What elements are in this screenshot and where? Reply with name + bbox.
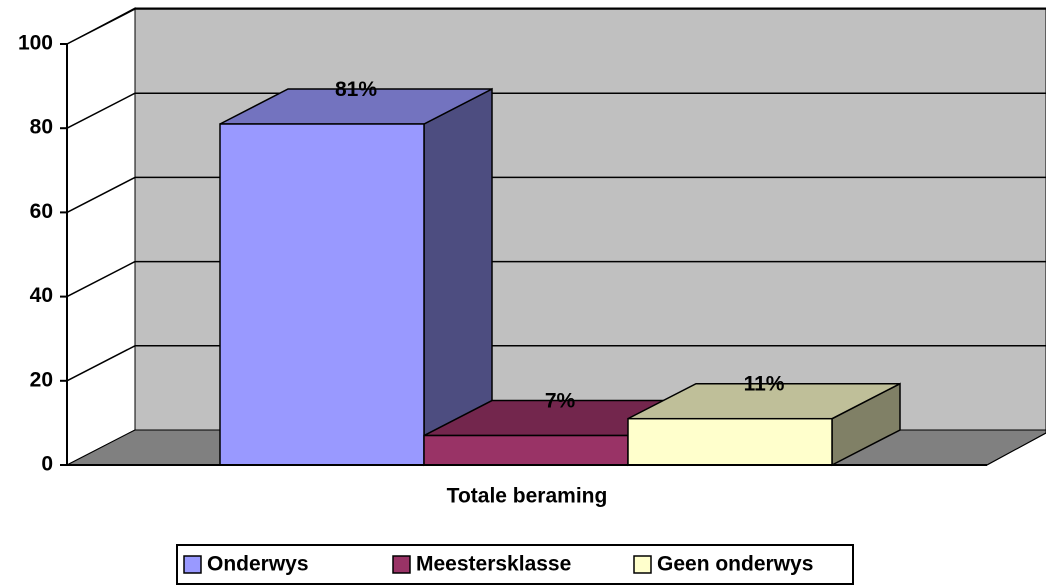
grid-line-side (66, 176, 136, 214)
category-label: Totale beraming (447, 485, 608, 508)
data-label: 7% (545, 390, 576, 413)
grid-line-side (66, 345, 136, 382)
y-tick-label: 40 (30, 284, 53, 307)
y-tick-label: 60 (30, 200, 53, 223)
data-label: 81% (335, 78, 377, 101)
side-wall (66, 7, 136, 466)
bar (423, 434, 629, 466)
grid-line-side (66, 92, 136, 129)
bar (627, 417, 833, 466)
legend-swatch (633, 555, 652, 574)
legend-swatch (392, 555, 411, 574)
data-label: 11% (744, 373, 785, 396)
x-axis-depth (986, 432, 1046, 466)
grid-line-side (66, 8, 136, 45)
legend-label: Onderwys (207, 553, 309, 576)
y-tick-label: 100 (18, 32, 53, 55)
legend (176, 544, 854, 585)
legend-items: Onderwys Meestersklasse Geen onderwys (183, 553, 813, 576)
y-tick-label: 80 (30, 116, 53, 139)
legend-label: Geen onderwys (657, 553, 813, 576)
y-tick-label: 20 (30, 368, 53, 391)
grid-line-side (66, 260, 136, 298)
legend-swatch (183, 555, 202, 574)
bars (219, 87, 901, 467)
bar (219, 123, 425, 466)
y-tick-label: 0 (41, 453, 53, 476)
legend-label: Meestersklasse (416, 553, 571, 576)
